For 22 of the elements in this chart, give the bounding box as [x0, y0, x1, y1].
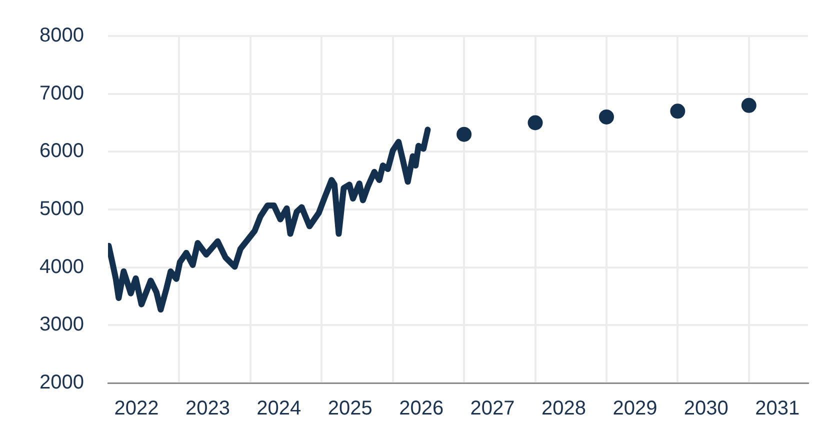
- x-tick-label: 2027: [470, 398, 515, 420]
- y-tick-label: 2000: [40, 372, 84, 394]
- x-tick-label: 2026: [399, 398, 444, 420]
- point: [741, 98, 756, 113]
- x-tick-label: 2030: [684, 398, 728, 420]
- point: [528, 115, 543, 130]
- x-tick-label: 2028: [542, 398, 586, 420]
- x-tick-label: 2024: [256, 398, 302, 420]
- point: [456, 126, 472, 142]
- y-tick-label: 5000: [40, 198, 84, 220]
- y-tick-label: 3000: [40, 314, 84, 336]
- y-tick-label: 6000: [40, 140, 84, 162]
- y-tick-label: 8000: [40, 24, 84, 47]
- x-tick-label: 2029: [612, 398, 658, 420]
- x-tick-label: 2023: [185, 398, 230, 420]
- y-tick-label: 4000: [40, 256, 84, 278]
- x-tick-label: 2022: [114, 398, 159, 420]
- point: [670, 104, 686, 119]
- x-tick-label: 2025: [328, 398, 372, 420]
- x-tick-label: 2031: [755, 398, 800, 420]
- y-tick-label: 7000: [40, 82, 84, 104]
- point: [598, 109, 614, 124]
